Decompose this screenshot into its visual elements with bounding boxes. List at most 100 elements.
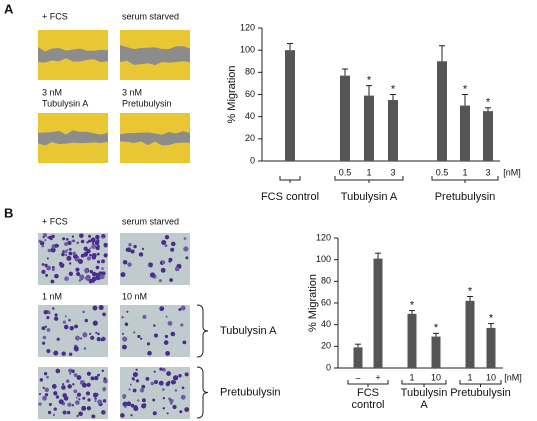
cell: [81, 382, 87, 388]
cell: [68, 368, 73, 373]
cell: [72, 383, 75, 386]
bar: [340, 75, 350, 161]
cell: [159, 306, 165, 312]
cell: [172, 375, 179, 381]
y-tick-label: 40: [321, 319, 331, 329]
cell: [102, 388, 106, 392]
cell: [121, 332, 124, 335]
cell: [81, 405, 87, 411]
cell: [79, 233, 84, 239]
y-tick-label: 100: [240, 45, 255, 55]
cell: [167, 320, 173, 326]
cell: [48, 402, 52, 406]
x-tick-label: 0.5: [436, 167, 449, 177]
cell: [120, 272, 126, 278]
cell: [91, 276, 97, 282]
cell: [141, 247, 145, 251]
cell: [163, 340, 169, 345]
cell: [84, 270, 88, 274]
group-brace: [334, 176, 404, 183]
cell: [51, 384, 57, 389]
bar: [486, 327, 496, 368]
cell: [94, 397, 97, 400]
cell: [88, 234, 92, 238]
cell: [71, 239, 74, 242]
cell: [165, 351, 171, 356]
cell: [128, 388, 131, 391]
bar: [388, 100, 398, 161]
cell: [183, 246, 189, 252]
cell: [68, 251, 73, 256]
cell: [84, 251, 89, 256]
group-brace: [401, 380, 447, 387]
cell: [161, 240, 167, 246]
cell: [164, 244, 168, 248]
significance-mark: *: [367, 75, 372, 87]
bar: [364, 95, 374, 161]
y-tick-label: 20: [245, 133, 255, 143]
cell: [78, 279, 82, 282]
cell: [91, 244, 97, 249]
cell: [80, 253, 85, 258]
cell: [133, 244, 137, 249]
cell: [96, 393, 99, 396]
cell: [80, 239, 85, 244]
row-brace: [196, 304, 209, 358]
cell: [45, 273, 49, 277]
cell: [88, 407, 92, 410]
cell: [101, 236, 105, 239]
cell: [141, 403, 147, 409]
cell: [147, 350, 152, 356]
cell: [158, 380, 164, 386]
cell: [153, 379, 158, 385]
cell: [162, 388, 165, 391]
cell: [135, 379, 140, 383]
y-tick-label: 0: [250, 155, 255, 165]
cell: [164, 334, 169, 339]
significance-mark: *: [434, 322, 439, 334]
cell: [74, 324, 79, 329]
y-tick-label: 100: [316, 254, 331, 264]
cell: [133, 405, 138, 410]
cell: [80, 337, 83, 340]
cell: [169, 278, 174, 282]
cell: [62, 237, 66, 241]
cell: [148, 262, 153, 268]
cell: [82, 396, 86, 400]
y-axis-title: % Migration: [307, 274, 319, 332]
cell: [42, 335, 47, 340]
image-label: 3 nM: [42, 87, 62, 97]
cell: [152, 398, 156, 402]
cell: [101, 369, 105, 373]
group-brace: [459, 380, 502, 387]
y-axis-title: % Migration: [226, 65, 238, 123]
cell: [184, 407, 190, 412]
cell: [132, 371, 138, 378]
cell: [142, 314, 147, 319]
group-label: Pretubulysin: [450, 387, 511, 399]
cell: [170, 380, 176, 385]
cell: [164, 235, 170, 240]
image-label: serum starved: [122, 216, 179, 226]
bar: [353, 347, 363, 368]
cell: [88, 279, 93, 284]
row-brace: [196, 366, 209, 419]
cell: [153, 333, 158, 338]
cell: [141, 384, 146, 389]
cell: [158, 279, 162, 283]
cell: [101, 259, 105, 264]
image-label: 10 nM: [122, 291, 147, 301]
cell: [68, 318, 71, 322]
cell: [87, 398, 91, 402]
unit-label: [nM]: [503, 167, 521, 177]
cell: [68, 271, 74, 276]
cell: [92, 305, 98, 311]
group-label: Tubulysin: [401, 387, 448, 399]
bar: [431, 336, 441, 368]
cell: [51, 268, 55, 272]
cell: [78, 411, 83, 417]
cell: [96, 260, 101, 264]
cell: [94, 375, 99, 381]
x-tick-label: 3: [390, 167, 395, 177]
significance-mark: *: [486, 97, 491, 109]
